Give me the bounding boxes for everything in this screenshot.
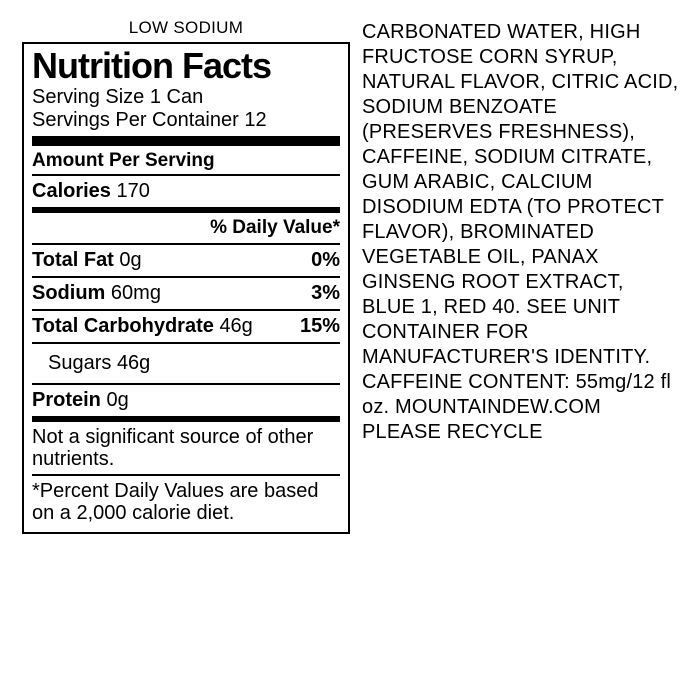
divider (32, 474, 340, 476)
ingredients-column: CARBONATED WATER, HIGH FRUCTOSE CORN SYR… (362, 18, 682, 682)
divider-med (32, 207, 340, 213)
protein-label: Protein (32, 389, 101, 411)
calories-value: 170 (117, 180, 150, 202)
carb-dv: 15% (300, 315, 340, 338)
divider (32, 309, 340, 311)
divider (32, 342, 340, 344)
daily-value-header: % Daily Value* (32, 215, 340, 241)
divider-med (32, 416, 340, 422)
serving-size-label: Serving Size (32, 86, 144, 108)
not-significant-note: Not a significant source of other nutrie… (32, 424, 340, 472)
footnote: *Percent Daily Values are based on a 2,0… (32, 478, 340, 526)
amount-per-serving: Amount Per Serving (32, 148, 340, 172)
protein-row: Protein 0g (32, 387, 340, 414)
low-sodium-tag: LOW SODIUM (22, 18, 350, 38)
servings-per-label: Servings Per Container (32, 109, 239, 131)
sugars-amount: 46g (117, 352, 150, 374)
sugars-label: Sugars (48, 352, 111, 374)
total-fat-dv: 0% (311, 249, 340, 272)
protein-amount: 0g (106, 389, 128, 411)
left-column: LOW SODIUM Nutrition Facts Serving Size … (22, 18, 350, 682)
divider (32, 243, 340, 245)
serving-size-value: 1 Can (150, 86, 203, 108)
sodium-amount: 60mg (111, 282, 161, 304)
total-fat-label: Total Fat (32, 249, 114, 271)
sodium-row: Sodium 60mg 3% (32, 280, 340, 307)
divider (32, 174, 340, 176)
divider-thick (32, 136, 340, 146)
serving-size: Serving Size 1 Can (32, 86, 340, 109)
sodium-dv: 3% (311, 282, 340, 305)
divider (32, 276, 340, 278)
ingredients-text: CARBONATED WATER, HIGH FRUCTOSE CORN SYR… (362, 20, 682, 420)
nutrition-facts-panel: Nutrition Facts Serving Size 1 Can Servi… (22, 42, 350, 534)
panel-title: Nutrition Facts (32, 48, 340, 84)
calories-row: Calories 170 (32, 178, 340, 205)
sugars-row: Sugars 46g (32, 346, 340, 381)
carb-amount: 46g (219, 315, 252, 337)
carb-row: Total Carbohydrate 46g 15% (32, 313, 340, 340)
carb-label: Total Carbohydrate (32, 315, 214, 337)
sodium-label: Sodium (32, 282, 105, 304)
total-fat-row: Total Fat 0g 0% (32, 247, 340, 274)
total-fat-amount: 0g (119, 249, 141, 271)
servings-per-container: Servings Per Container 12 (32, 109, 340, 132)
divider (32, 383, 340, 385)
recycle-text: PLEASE RECYCLE (362, 420, 682, 445)
servings-per-value: 12 (244, 109, 266, 131)
calories-label: Calories (32, 180, 111, 202)
